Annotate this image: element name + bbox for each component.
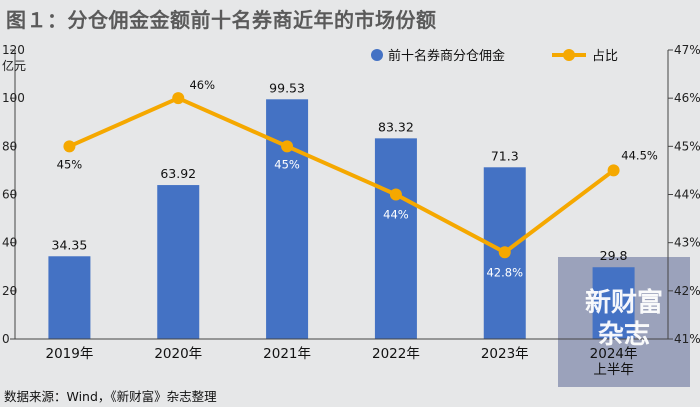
line-series — [63, 92, 620, 259]
share-value-label: 45% — [274, 157, 300, 171]
x-tick-label: 上半年 — [593, 362, 634, 378]
share-value-label: 44.5% — [621, 148, 658, 162]
y-right-tick-label: 44% — [674, 188, 700, 202]
share-value-label: 45% — [57, 157, 83, 171]
y-left-tick-label: 80 — [2, 139, 17, 153]
bar-value-label: 63.92 — [160, 166, 196, 181]
y-left-tick-label: 40 — [2, 236, 17, 250]
watermark-text-line1: 新财富 — [585, 287, 663, 318]
bar — [266, 99, 309, 339]
y-right-tick-label: 47% — [674, 43, 700, 57]
x-tick-label: 2022年 — [372, 346, 420, 362]
share-point — [389, 188, 402, 201]
y-left-tick-label: 0 — [2, 332, 10, 346]
data-labels: 34.35 63.92 99.53 83.32 71.3 29.8 45% 46% 45% 44%… — [52, 78, 663, 350]
x-tick-label: 2021年 — [263, 346, 311, 362]
share-point — [607, 164, 620, 177]
bar-value-label: 34.35 — [52, 237, 88, 252]
y-right-tick-label: 46% — [674, 91, 700, 105]
y-left-tick-label: 120 — [2, 43, 25, 57]
y-right-tick-label: 41% — [674, 332, 700, 346]
y-left-tick-label: 60 — [2, 188, 17, 202]
y-left-tick-label: 100 — [2, 91, 25, 105]
x-tick-label: 2024年 — [590, 346, 638, 362]
y-right-tick-label: 45% — [674, 139, 700, 153]
y-left-unit-label: 亿元 — [2, 58, 26, 73]
legend-line-dot — [563, 49, 575, 61]
bar-value-label: 71.3 — [491, 148, 519, 163]
bar — [157, 185, 200, 339]
share-point — [498, 246, 511, 259]
bar-series — [48, 99, 635, 339]
source-note: 数据来源：Wind，《新财富》杂志整理 — [4, 389, 217, 404]
legend: 前十名券商分仓佣金 占比 — [371, 48, 618, 64]
y-right-tick-label: 43% — [674, 236, 700, 250]
bar — [374, 138, 417, 339]
bar-value-label: 83.32 — [378, 119, 414, 134]
share-value-label: 42.8% — [486, 265, 523, 279]
bar — [592, 267, 635, 339]
share-value-label: 44% — [383, 208, 409, 222]
x-tick-label: 2019年 — [45, 346, 93, 362]
y-left-tick-label: 20 — [2, 284, 17, 298]
bar-value-label: 29.8 — [600, 248, 628, 263]
share-value-label: 46% — [189, 78, 215, 92]
share-line — [68, 96, 615, 255]
bar-value-label: 99.53 — [269, 80, 305, 95]
bar — [48, 256, 91, 339]
watermark-text-line2: 杂志 — [598, 320, 650, 350]
share-point — [172, 92, 185, 105]
legend-bar-label: 前十名券商分仓佣金 — [388, 48, 505, 64]
x-tick-label: 2020年 — [154, 346, 202, 362]
share-point — [63, 140, 76, 153]
x-tick-label: 2023年 — [481, 346, 529, 362]
legend-bar-marker — [371, 49, 383, 61]
share-point — [281, 140, 294, 153]
chart-title: 图１：分仓佣金金额前十名券商近年的市场份额 — [6, 8, 437, 32]
legend-line-label: 占比 — [592, 49, 618, 64]
y-right-tick-label: 42% — [674, 284, 700, 298]
